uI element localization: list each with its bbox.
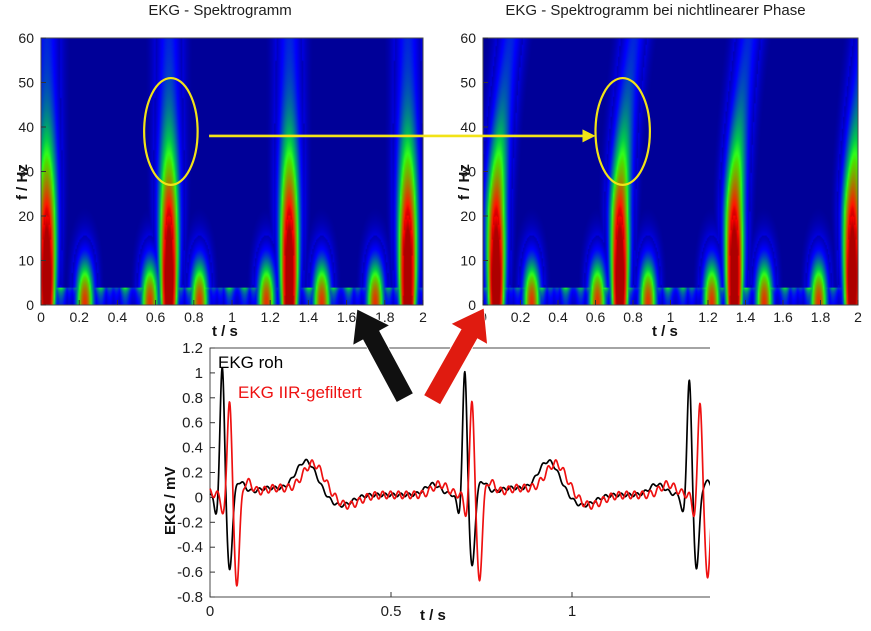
svg-text:50: 50 <box>18 75 34 91</box>
svg-text:30: 30 <box>460 164 476 180</box>
svg-text:0: 0 <box>468 297 476 313</box>
svg-text:0.2: 0.2 <box>182 465 203 482</box>
svg-text:0.8: 0.8 <box>184 309 204 325</box>
svg-text:-0.4: -0.4 <box>177 539 203 556</box>
svg-text:-0.6: -0.6 <box>177 564 203 581</box>
svg-text:1.8: 1.8 <box>811 309 831 325</box>
svg-text:20: 20 <box>460 208 476 224</box>
ecg-xlabel: t / s <box>420 607 446 624</box>
svg-text:40: 40 <box>18 119 34 135</box>
svg-text:1.4: 1.4 <box>736 309 756 325</box>
svg-text:1: 1 <box>228 309 236 325</box>
ecg-canvas: 00.511.5-0.8-0.6-0.4-0.200.20.40.60.811.… <box>177 340 710 620</box>
svg-text:1.6: 1.6 <box>337 309 357 325</box>
svg-text:40: 40 <box>460 119 476 135</box>
left-spectrogram-panel: EKG - Spektrogramm f / Hz t / s 0 0.2 0.4 0… <box>0 0 440 345</box>
svg-text:50: 50 <box>460 75 476 91</box>
svg-text:60: 60 <box>460 30 476 46</box>
svg-text:0: 0 <box>479 309 487 325</box>
ecg-panel: EKG / mV t / s EKG roh EKG IIR-gefiltert… <box>150 335 710 631</box>
svg-text:2: 2 <box>854 309 862 325</box>
left-spectrogram-xlabel: t / s <box>212 323 238 340</box>
svg-text:0.4: 0.4 <box>108 309 128 325</box>
svg-text:0.8: 0.8 <box>182 390 203 407</box>
svg-text:0.2: 0.2 <box>69 309 89 325</box>
svg-text:0: 0 <box>37 309 45 325</box>
svg-text:1.2: 1.2 <box>698 309 718 325</box>
svg-text:0.6: 0.6 <box>146 309 166 325</box>
right-spectrogram-title: EKG - Spektrogramm bei nichtlinearer Pha… <box>505 2 806 19</box>
svg-text:0.4: 0.4 <box>548 309 568 325</box>
svg-text:1.2: 1.2 <box>182 340 203 357</box>
svg-text:-0.2: -0.2 <box>177 514 203 531</box>
svg-text:1.6: 1.6 <box>773 309 793 325</box>
svg-text:0.2: 0.2 <box>511 309 531 325</box>
svg-text:1: 1 <box>667 309 675 325</box>
svg-text:0.6: 0.6 <box>182 415 203 432</box>
svg-text:0.6: 0.6 <box>586 309 606 325</box>
svg-text:0: 0 <box>195 489 203 506</box>
svg-text:10: 10 <box>18 253 34 269</box>
right-spectrogram-panel: EKG - Spektrogramm bei nichtlinearer Pha… <box>440 0 871 345</box>
svg-text:0: 0 <box>26 297 34 313</box>
svg-text:1.4: 1.4 <box>299 309 319 325</box>
svg-text:-0.8: -0.8 <box>177 589 203 606</box>
svg-text:0.8: 0.8 <box>623 309 643 325</box>
right-spectrogram-xlabel: t / s <box>652 323 678 340</box>
svg-text:2: 2 <box>419 309 427 325</box>
svg-text:0: 0 <box>206 603 214 620</box>
svg-text:1.2: 1.2 <box>260 309 280 325</box>
svg-text:30: 30 <box>18 164 34 180</box>
svg-text:1: 1 <box>195 365 203 382</box>
svg-text:0.5: 0.5 <box>381 603 402 620</box>
ecg-legend-raw: EKG roh <box>218 353 284 372</box>
left-spectrogram-title: EKG - Spektrogramm <box>148 2 292 19</box>
svg-text:10: 10 <box>460 253 476 269</box>
svg-text:20: 20 <box>18 208 34 224</box>
svg-text:1: 1 <box>568 603 576 620</box>
ecg-legend-filtered: EKG IIR-gefiltert <box>238 383 362 402</box>
svg-text:0.4: 0.4 <box>182 440 203 457</box>
svg-text:1.8: 1.8 <box>375 309 395 325</box>
svg-text:60: 60 <box>18 30 34 46</box>
